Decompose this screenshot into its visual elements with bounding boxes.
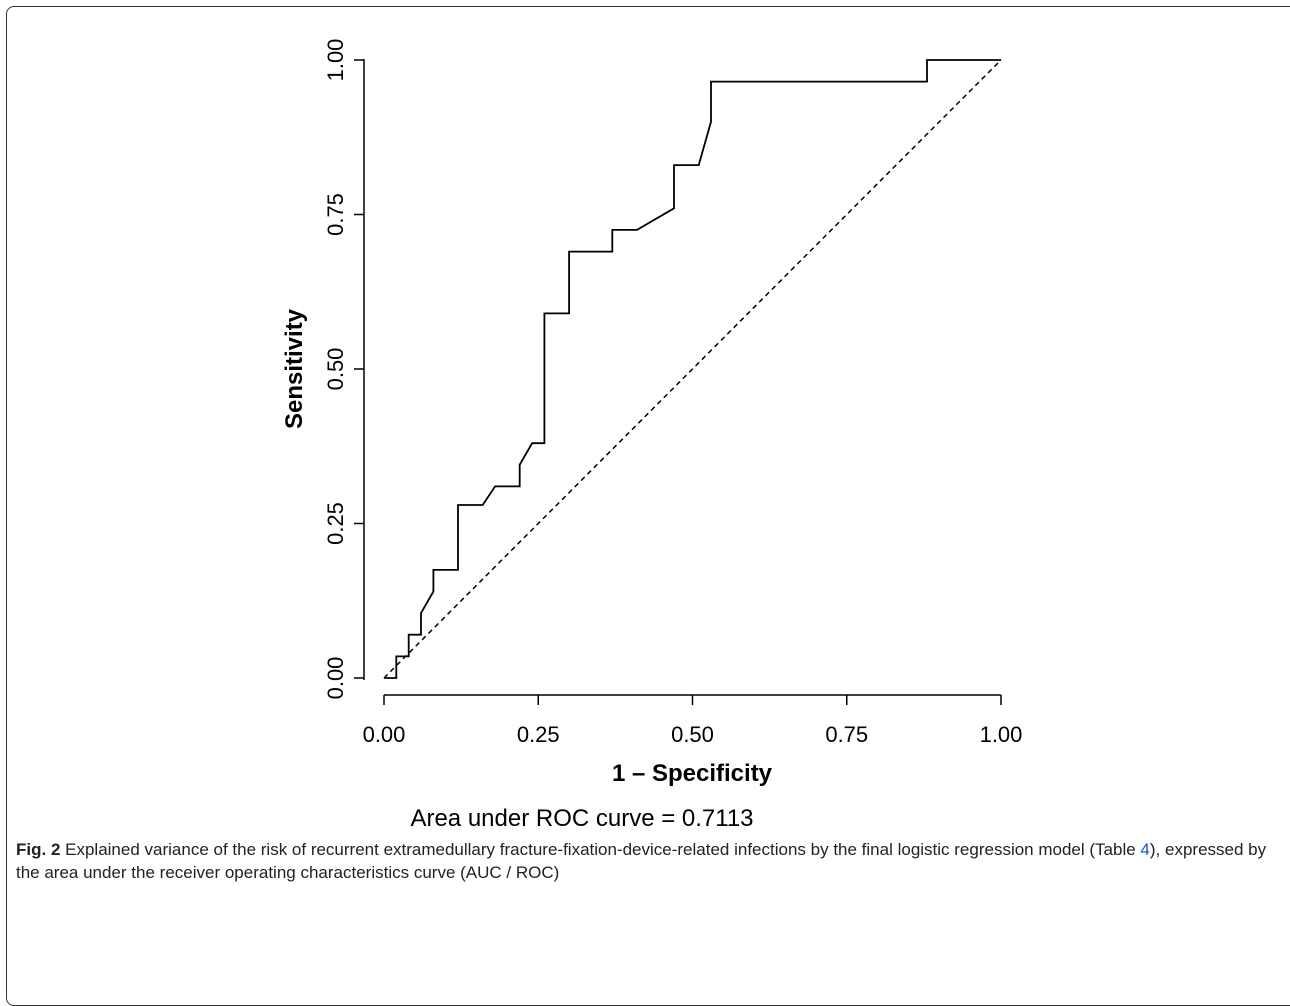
x-tick-label: 0.25 [517,722,560,747]
caption-text: Explained variance of the risk of recurr… [60,840,1141,859]
x-tick-label: 0.50 [671,722,714,747]
y-tick-label: 0.25 [323,502,348,545]
auc-annotation: Area under ROC curve = 0.7113 [410,805,753,830]
x-axis-ticks: 0.00 0.25 0.50 0.75 1.00 [363,695,1023,747]
x-tick-label: 0.00 [363,722,406,747]
caption-fig-label: Fig. 2 [16,840,61,859]
roc-curve-line [384,59,1001,679]
caption-text-end: ), expressed by the area under the recei… [16,840,1267,882]
y-tick-label: 0.75 [323,193,348,236]
reference-diagonal-line [383,59,1002,679]
x-tick-label: 1.00 [980,722,1023,747]
x-axis-label: 1 – Specificity [612,760,773,787]
y-axis-label: Sensitivity [281,308,308,429]
table-reference-link[interactable]: 4 [1140,840,1150,859]
y-axis-ticks: 0.00 0.25 0.50 0.75 1.00 [323,39,364,700]
y-tick-label: 0.00 [323,657,348,700]
x-tick-label: 0.75 [825,722,868,747]
roc-chart: 0.00 0.25 0.50 0.75 1.00 0.00 0.25 0.50 0.75 1.0… [281,39,1023,830]
y-tick-label: 1.00 [323,39,348,82]
figure-caption: Fig. 2 Explained variance of the risk of… [16,838,1278,884]
y-tick-label: 0.50 [323,348,348,391]
